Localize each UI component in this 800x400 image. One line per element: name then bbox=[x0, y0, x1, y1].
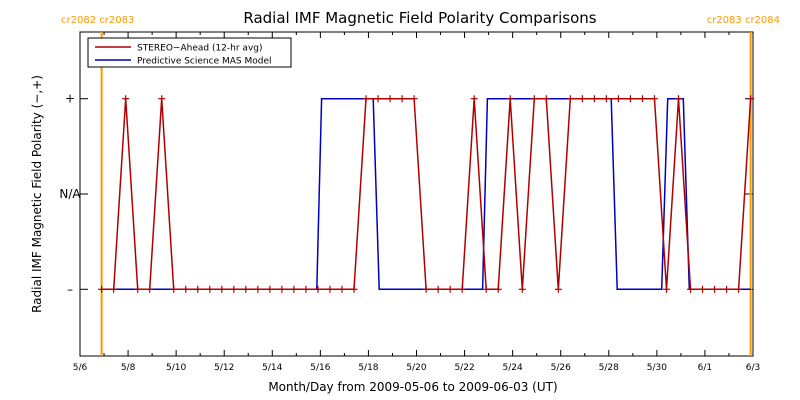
x-tick-label: 6/1 bbox=[698, 363, 712, 373]
series-line bbox=[101, 97, 751, 291]
data-point bbox=[266, 285, 274, 293]
x-axis-label: Month/Day from 2009-05-06 to 2009-06-03 … bbox=[268, 380, 557, 394]
x-axis: 5/6 5/8 5/10 5/12 5/14 5/16 5/18 5/20 5/22 5/24 5/… bbox=[73, 32, 760, 373]
data-point bbox=[482, 285, 490, 293]
data-point bbox=[242, 285, 250, 293]
data-point bbox=[638, 95, 646, 103]
data-point bbox=[590, 95, 598, 103]
data-point bbox=[386, 95, 394, 103]
data-point bbox=[470, 95, 478, 103]
rotation-markers: cr2082 cr2083 cr2083 cr2084 bbox=[61, 15, 780, 356]
data-point bbox=[494, 285, 502, 293]
data-point bbox=[434, 285, 442, 293]
legend: STEREO−Ahead (12-hr avg) Predictive Scien… bbox=[87, 37, 292, 68]
data-point bbox=[422, 285, 430, 293]
series-line bbox=[101, 97, 752, 291]
data-point bbox=[170, 285, 178, 293]
data-point bbox=[182, 285, 190, 293]
data-point bbox=[302, 285, 310, 293]
data-point bbox=[554, 285, 562, 293]
data-point bbox=[530, 95, 538, 103]
data-point bbox=[194, 285, 202, 293]
data-point bbox=[290, 285, 298, 293]
data-point bbox=[723, 285, 731, 293]
x-tick-label: 6/3 bbox=[746, 363, 760, 373]
data-point bbox=[566, 95, 574, 103]
x-tick-label: 5/22 bbox=[454, 363, 474, 373]
data-point bbox=[206, 285, 214, 293]
x-tick-label: 5/14 bbox=[262, 363, 282, 373]
data-point bbox=[578, 95, 586, 103]
y-level-label: N/A bbox=[59, 187, 81, 201]
data-point bbox=[326, 285, 334, 293]
y-level-label: + bbox=[65, 92, 75, 106]
data-point bbox=[458, 285, 466, 293]
data-point bbox=[398, 95, 406, 103]
x-tick-label: 5/30 bbox=[647, 363, 667, 373]
x-tick-label: 5/26 bbox=[551, 363, 571, 373]
y-level-label: – bbox=[67, 282, 73, 296]
chart-title: Radial IMF Magnetic Field Polarity Compa… bbox=[243, 9, 596, 27]
data-point bbox=[110, 285, 118, 293]
data-point bbox=[674, 95, 682, 103]
x-tick-label: 5/10 bbox=[166, 363, 186, 373]
y-axis-label: Radial IMF Magnetic Field Polarity (−,+) bbox=[30, 75, 44, 313]
y-axis: + N/A – bbox=[59, 92, 753, 296]
plot-frame bbox=[79, 31, 754, 357]
data-point bbox=[350, 285, 358, 293]
data-point bbox=[687, 285, 695, 293]
legend-label: Predictive Science MAS Model bbox=[137, 57, 272, 67]
data-point bbox=[650, 95, 658, 103]
data-point bbox=[122, 95, 130, 103]
series-layer bbox=[98, 95, 755, 293]
data-point bbox=[314, 285, 322, 293]
data-point bbox=[711, 285, 719, 293]
x-tick-label: 5/16 bbox=[310, 363, 330, 373]
data-point bbox=[662, 285, 670, 293]
x-tick-label: 5/12 bbox=[214, 363, 234, 373]
data-point bbox=[518, 285, 526, 293]
rotation-label: cr2083 cr2084 bbox=[707, 15, 780, 26]
data-point bbox=[218, 285, 226, 293]
x-tick-label: 5/18 bbox=[358, 363, 378, 373]
data-point bbox=[374, 95, 382, 103]
data-point bbox=[614, 95, 622, 103]
data-point bbox=[158, 95, 166, 103]
x-tick-label: 5/20 bbox=[406, 363, 426, 373]
data-point bbox=[446, 285, 454, 293]
data-point bbox=[626, 95, 634, 103]
data-point bbox=[362, 95, 370, 103]
rotation-label: cr2082 cr2083 bbox=[61, 15, 134, 26]
x-tick-label: 5/24 bbox=[503, 363, 523, 373]
data-point bbox=[410, 95, 418, 103]
x-tick-label: 5/6 bbox=[73, 363, 88, 373]
data-point bbox=[278, 285, 286, 293]
data-point bbox=[747, 95, 755, 103]
data-point bbox=[735, 285, 743, 293]
data-point bbox=[542, 95, 550, 103]
data-point bbox=[146, 285, 154, 293]
legend-box bbox=[87, 37, 292, 68]
data-point bbox=[230, 285, 238, 293]
data-point bbox=[254, 285, 262, 293]
data-point bbox=[699, 285, 707, 293]
data-point bbox=[338, 285, 346, 293]
data-point bbox=[506, 95, 514, 103]
x-tick-label: 5/28 bbox=[599, 363, 619, 373]
data-point bbox=[602, 95, 610, 103]
legend-label: STEREO−Ahead (12-hr avg) bbox=[137, 44, 263, 54]
data-point bbox=[134, 285, 142, 293]
data-point bbox=[98, 285, 106, 293]
x-tick-label: 5/8 bbox=[121, 363, 136, 373]
